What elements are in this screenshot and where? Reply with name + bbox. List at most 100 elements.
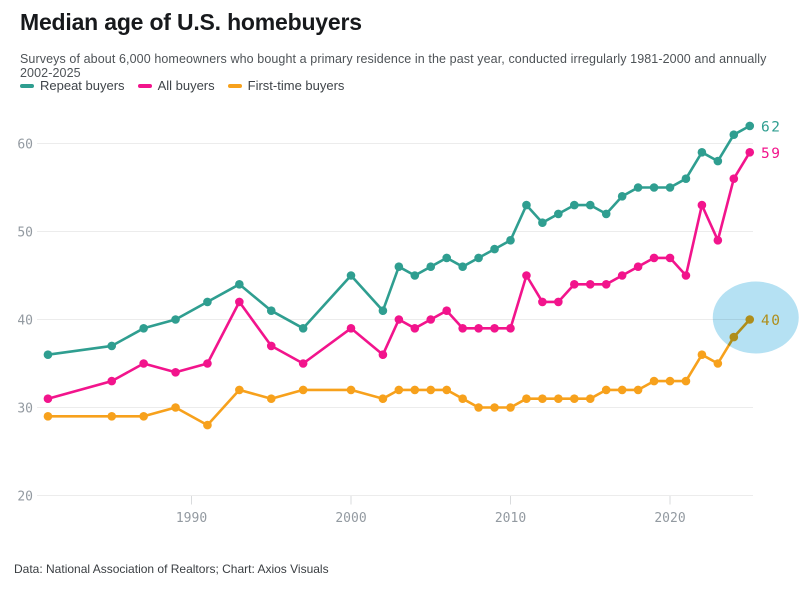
data-point-first-time-buyers [346,385,356,395]
data-point-all-buyers [378,350,388,360]
data-point-repeat-buyers [681,174,691,183]
data-point-repeat-buyers [522,200,531,210]
data-point-repeat-buyers [745,121,755,131]
data-point-repeat-buyers [474,253,483,263]
legend-label: All buyers [157,78,215,93]
data-point-all-buyers [410,324,420,333]
data-point-all-buyers [442,306,452,316]
data-point-first-time-buyers [585,394,595,404]
data-point-first-time-buyers [266,394,276,404]
data-point-all-buyers [665,253,675,263]
data-point-repeat-buyers [570,200,579,210]
data-point-repeat-buyers [713,156,723,166]
end-label-repeat-buyers: 62 [761,119,781,135]
data-point-all-buyers [538,297,547,307]
data-point-first-time-buyers [601,385,611,395]
highlight-circle [712,281,799,354]
data-point-all-buyers [458,324,467,333]
data-point-all-buyers [729,174,739,183]
data-point-repeat-buyers [729,130,739,139]
data-point-first-time-buyers [490,403,499,412]
data-point-repeat-buyers [298,324,308,333]
data-point-all-buyers [681,271,691,280]
data-point-all-buyers [570,280,579,289]
data-point-repeat-buyers [107,341,117,351]
data-point-all-buyers [713,236,723,245]
data-point-all-buyers [203,359,212,368]
data-point-all-buyers [617,271,627,280]
data-point-first-time-buyers [681,376,691,386]
data-point-all-buyers [298,359,308,368]
data-point-repeat-buyers [266,306,276,316]
data-point-repeat-buyers [203,297,212,307]
data-point-repeat-buyers [554,209,563,219]
data-point-all-buyers [506,324,515,333]
data-point-all-buyers [139,359,148,368]
y-axis-label: 20 [17,490,33,505]
data-point-all-buyers [107,376,117,386]
y-axis-label: 60 [17,138,33,153]
data-point-first-time-buyers [43,412,53,421]
data-point-all-buyers [490,324,499,333]
data-point-repeat-buyers [235,280,244,289]
data-point-first-time-buyers [522,394,531,404]
data-point-all-buyers [171,368,180,377]
x-axis-label: 2010 [495,511,526,526]
data-point-repeat-buyers [538,218,547,227]
data-point-first-time-buyers [107,412,117,421]
data-point-all-buyers [745,148,755,157]
data-point-all-buyers [474,324,483,333]
data-point-repeat-buyers [697,148,707,157]
legend-swatch-repeat-buyers-icon [20,83,34,88]
data-point-first-time-buyers [474,403,483,412]
data-point-all-buyers [235,297,244,307]
source-credit: Data: National Association of Realtors; … [14,562,329,576]
data-point-repeat-buyers [490,244,499,254]
legend-label: First-time buyers [247,78,345,93]
data-point-repeat-buyers [458,262,467,272]
series-line-all-buyers [46,151,752,401]
data-point-first-time-buyers [649,376,659,386]
data-point-repeat-buyers [346,271,356,280]
data-point-first-time-buyers [378,394,388,404]
data-point-repeat-buyers [394,262,404,272]
data-point-repeat-buyers [585,200,595,210]
chart-title: Median age of U.S. homebuyers [20,9,362,35]
data-point-all-buyers [554,297,563,307]
data-point-all-buyers [426,315,436,324]
data-point-all-buyers [649,253,659,263]
data-point-all-buyers [585,280,595,289]
data-point-repeat-buyers [633,183,643,192]
data-point-first-time-buyers [538,394,547,404]
data-point-first-time-buyers [697,350,707,360]
data-point-repeat-buyers [506,236,515,245]
legend-swatch-all-buyers-icon [137,83,152,88]
end-label-all-buyers: 59 [761,146,781,162]
data-point-repeat-buyers [665,183,675,192]
data-point-first-time-buyers [633,385,643,395]
x-axis-label: 1990 [176,511,207,526]
data-point-first-time-buyers [235,385,244,395]
legend-item-all-buyers: All buyers [137,78,215,93]
series-line-first-time-buyers [46,318,752,427]
data-point-first-time-buyers [171,403,180,412]
x-axis-label: 2020 [654,511,685,526]
data-point-repeat-buyers [442,253,452,263]
legend-item-first-time-buyers: First-time buyers [227,78,345,93]
x-axis-label: 2000 [335,511,366,526]
y-axis-label: 30 [17,402,33,417]
data-point-repeat-buyers [410,271,420,280]
data-point-repeat-buyers [139,324,148,333]
data-point-all-buyers [522,271,531,280]
y-axis-label: 50 [17,226,33,241]
data-point-all-buyers [633,262,643,272]
data-point-first-time-buyers [298,385,308,395]
data-point-repeat-buyers [426,262,436,272]
data-point-all-buyers [346,324,356,333]
data-point-first-time-buyers [410,385,420,395]
legend-label: Repeat buyers [40,78,125,93]
y-axis-label: 40 [17,314,33,329]
data-point-repeat-buyers [601,209,611,219]
data-point-all-buyers [266,341,276,351]
